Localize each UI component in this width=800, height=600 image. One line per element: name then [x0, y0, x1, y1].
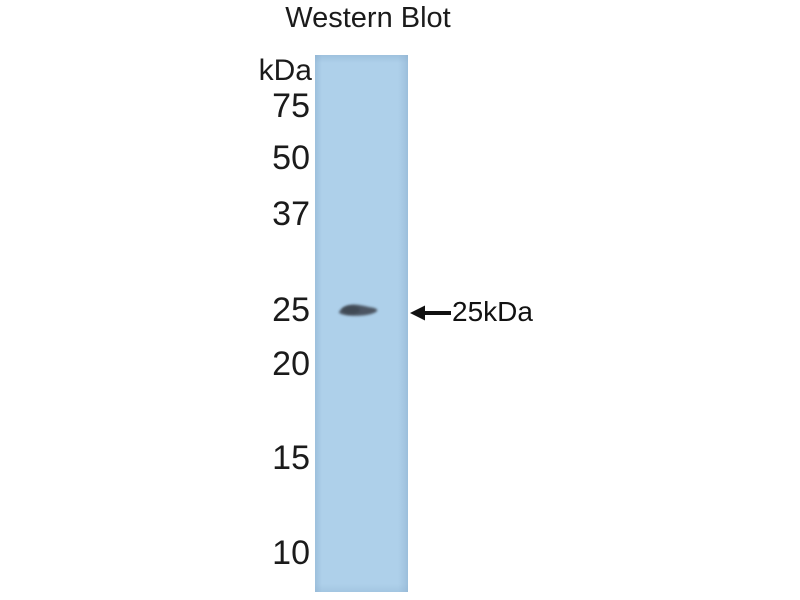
protein-band [338, 304, 378, 316]
marker-25: 25 [272, 291, 310, 329]
figure-title: Western Blot [285, 2, 451, 34]
marker-20: 20 [272, 345, 310, 383]
marker-37: 37 [272, 195, 310, 233]
marker-15: 15 [272, 439, 310, 477]
gel-lane [315, 55, 408, 592]
marker-75: 75 [272, 87, 310, 125]
marker-50: 50 [272, 139, 310, 177]
marker-10: 10 [272, 534, 310, 572]
kda-unit-label: kDa [258, 54, 312, 87]
left-arrow-icon [410, 305, 451, 321]
band-annotation-label: 25kDa [452, 296, 533, 327]
